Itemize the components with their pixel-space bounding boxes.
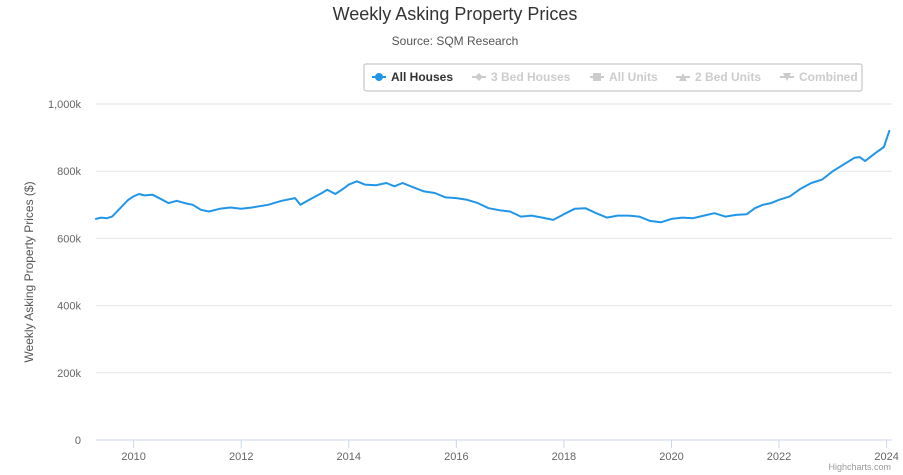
x-tick-label: 2014 (337, 451, 361, 463)
chart-subtitle: Source: SQM Research (392, 34, 519, 48)
credits-link[interactable]: Highcharts.com (828, 462, 891, 472)
legend-item-combined[interactable]: Combined (780, 70, 858, 84)
legend-item-2-bed-units[interactable]: 2 Bed Units (676, 70, 761, 84)
series-line-all-houses[interactable] (95, 129, 891, 224)
y-tick-label: 400k (57, 301, 81, 313)
y-tick-label: 600k (57, 233, 81, 245)
legend-triangle-down-icon (783, 73, 791, 81)
legend-label: 2 Bed Units (695, 70, 761, 84)
x-axis-ticks: 2010 2012 2014 2016 2018 2020 2022 2024 (121, 440, 899, 463)
legend-square-icon (593, 73, 601, 81)
legend-item-all-units[interactable]: All Units (590, 70, 658, 84)
y-tick-label: 0 (75, 435, 81, 447)
legend-circle-icon (375, 73, 383, 81)
x-tick-label: 2018 (552, 451, 576, 463)
y-axis-ticks: 0 200k 400k 600k 800k 1,000k (48, 99, 82, 447)
x-tick-label: 2020 (659, 451, 683, 463)
legend-triangle-icon (679, 73, 687, 81)
chart-title: Weekly Asking Property Prices (333, 4, 578, 24)
x-tick-label: 2024 (874, 451, 898, 463)
gridlines (96, 103, 892, 374)
legend-label: 3 Bed Houses (491, 70, 571, 84)
legend-diamond-icon (475, 73, 483, 81)
x-tick-label: 2010 (121, 451, 145, 463)
y-tick-label: 800k (57, 166, 81, 178)
y-tick-label: 1,000k (48, 99, 82, 111)
legend: All Houses 3 Bed Houses All Units 2 Bed Uni… (363, 63, 863, 92)
x-tick-label: 2012 (229, 451, 253, 463)
legend-label: All Houses (391, 70, 453, 84)
legend-label: Combined (799, 70, 858, 84)
legend-item-all-houses[interactable]: All Houses (372, 70, 453, 84)
legend-box (363, 63, 863, 92)
legend-items: All Houses 3 Bed Houses All Units 2 Bed Uni… (372, 70, 858, 84)
legend-label: All Units (609, 70, 658, 84)
x-tick-label: 2016 (444, 451, 468, 463)
series-group (95, 129, 891, 224)
y-tick-label: 200k (57, 368, 81, 380)
x-tick-label: 2022 (767, 451, 791, 463)
legend-item-3-bed-houses[interactable]: 3 Bed Houses (472, 70, 571, 84)
y-axis-title: Weekly Asking Property Prices ($) (22, 181, 36, 362)
